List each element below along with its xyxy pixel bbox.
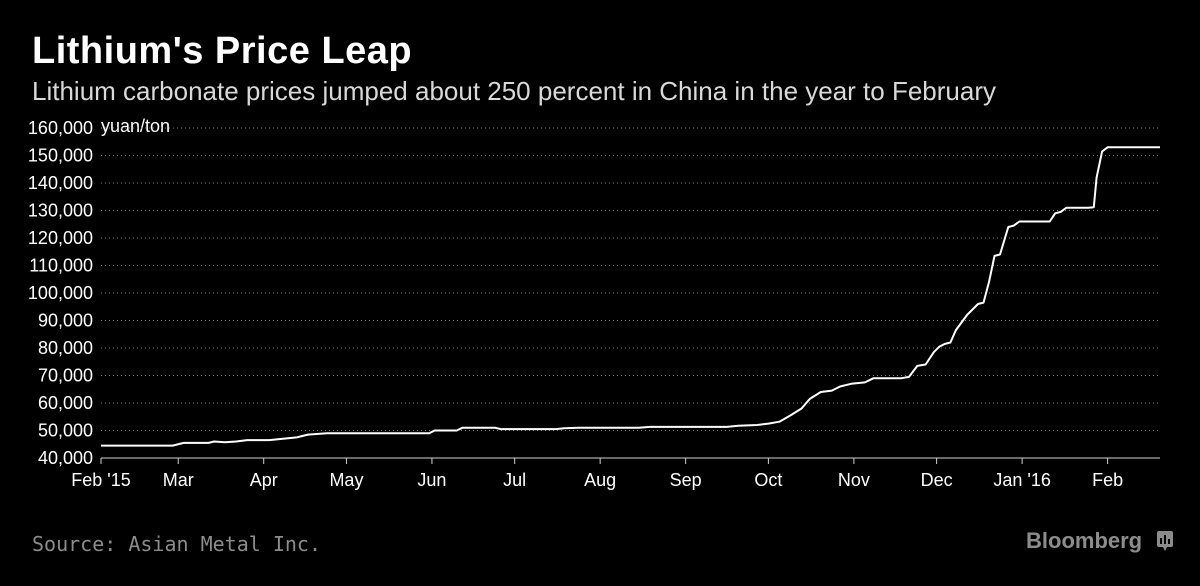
x-tick-label: Oct	[754, 470, 782, 490]
x-tick-label: Nov	[838, 470, 870, 490]
x-tick-label: Feb '15	[71, 470, 130, 490]
x-tick-label: Jun	[417, 470, 446, 490]
y-tick-label: 160,000	[28, 118, 93, 138]
price-series-line	[101, 146, 1160, 447]
y-tick-label: 40,000	[38, 448, 93, 468]
y-tick-label: 130,000	[28, 201, 93, 221]
x-tick-label: Aug	[584, 470, 616, 490]
x-tick-label: Feb	[1092, 470, 1123, 490]
y-tick-label: 120,000	[28, 228, 93, 248]
y-tick-label: 150,000	[28, 146, 93, 166]
bloomberg-terminal-icon	[1157, 531, 1173, 551]
source-note: Source: Asian Metal Inc.	[32, 532, 321, 556]
x-tick-label: May	[329, 470, 363, 490]
bloomberg-logo-text: Bloomberg	[1026, 528, 1143, 553]
x-tick-label: Jul	[503, 470, 526, 490]
series-layer	[101, 146, 1160, 447]
y-axis-unit-label: yuan/ton	[101, 116, 171, 136]
y-tick-label: 100,000	[28, 283, 93, 303]
y-tick-label: 140,000	[28, 173, 93, 193]
x-axis-ticks: Feb '15 Mar Apr May Jun Jul Aug Sep Oct Nov Dec Jan…	[71, 458, 1123, 490]
price-line-chart: 40,000 50,000 60,000 70,000 80,000 90,000 100,…	[28, 118, 1160, 490]
y-tick-label: 60,000	[38, 393, 93, 413]
x-tick-label: Apr	[250, 470, 278, 490]
y-tick-label: 110,000	[29, 256, 93, 276]
y-tick-label: 70,000	[38, 366, 93, 386]
x-tick-label: Mar	[163, 470, 194, 490]
y-tick-label: 50,000	[38, 421, 93, 441]
x-tick-label: Dec	[921, 470, 953, 490]
chart-title: Lithium's Price Leap	[32, 30, 413, 72]
y-tick-label: 80,000	[38, 338, 93, 358]
x-tick-label: Jan '16	[993, 470, 1050, 490]
x-tick-label: Sep	[670, 470, 702, 490]
y-axis-ticks: 40,000 50,000 60,000 70,000 80,000 90,000 100,…	[28, 118, 93, 468]
grid-lines	[101, 127, 1160, 459]
y-tick-label: 90,000	[38, 311, 93, 331]
chart-subtitle: Lithium carbonate prices jumped about 25…	[32, 76, 997, 106]
